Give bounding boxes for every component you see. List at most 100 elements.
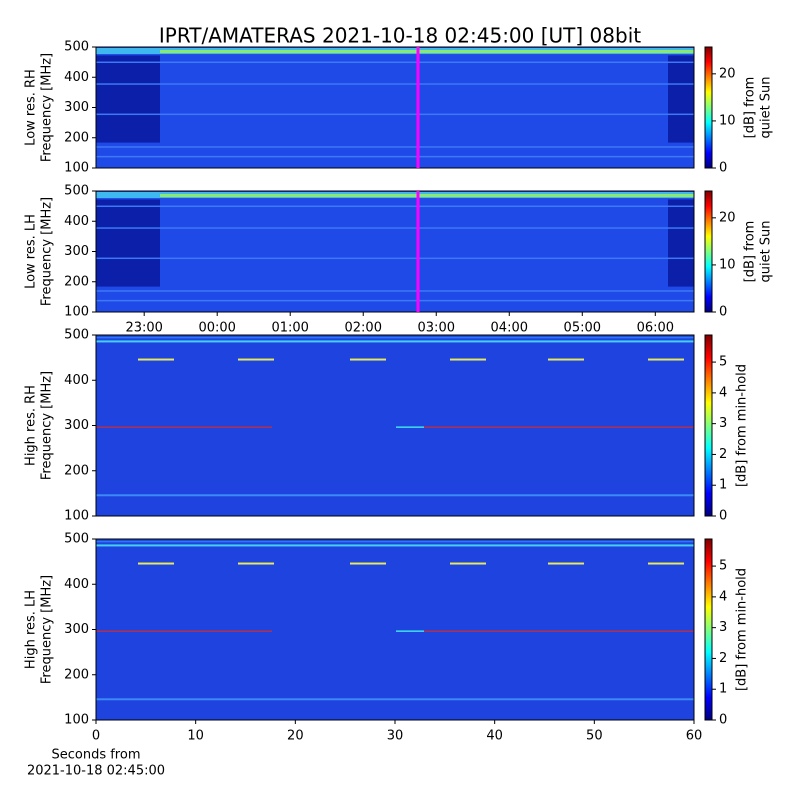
- colorbar-tick-label: 5: [719, 559, 727, 574]
- spectrum-line: [96, 227, 694, 229]
- y-tick-label: 200: [64, 130, 89, 145]
- spectrum-burst: [648, 358, 684, 361]
- spectrum-burst: [238, 358, 274, 361]
- spectrum-background: [96, 47, 694, 168]
- colorbar-tick-label: 2: [719, 651, 727, 666]
- colorbar-label: [dB] from: [743, 221, 758, 283]
- colorbar: [704, 334, 713, 517]
- spectrum-line: [96, 61, 694, 64]
- colorbar-label: quiet Sun: [759, 76, 774, 138]
- spectrum-burst: [138, 562, 174, 565]
- spectrum-region: [96, 199, 160, 287]
- x-axis-label: Seconds from: [51, 748, 140, 763]
- y-axis-label: Low res. LH: [24, 214, 39, 289]
- y-tick-label: 300: [64, 100, 89, 115]
- spectrum-band: [160, 194, 694, 198]
- y-axis-label: Frequency [MHz]: [40, 197, 55, 306]
- y-tick-label: 300: [64, 418, 89, 433]
- colorbar-tick-label: 2: [719, 447, 727, 462]
- x-tick-label: 03:00: [418, 321, 455, 336]
- colorbar: [704, 190, 713, 313]
- spectrum-line: [96, 426, 272, 428]
- spectrum-burst: [548, 358, 584, 361]
- x-tick-label: 01:00: [271, 321, 308, 336]
- colorbar-tick-label: 0: [719, 305, 727, 320]
- spectrum-line: [96, 290, 694, 292]
- spectrum-line: [96, 205, 694, 208]
- colorbar-tick-label: 0: [719, 161, 727, 176]
- spectrum-line: [96, 698, 694, 701]
- colorbar-tick-label: 1: [719, 682, 727, 697]
- colorbar-tick-label: 3: [719, 416, 727, 431]
- y-tick-label: 500: [64, 40, 89, 55]
- y-tick-label: 500: [64, 184, 89, 199]
- colorbar-tick-label: 20: [719, 66, 736, 81]
- y-tick-label: 100: [64, 161, 89, 176]
- spectrum-band: [96, 540, 694, 543]
- spectrum-burst: [450, 562, 486, 565]
- y-tick-label: 200: [64, 667, 89, 682]
- colorbar-label: [dB] from: [743, 77, 758, 139]
- y-tick-label: 400: [64, 373, 89, 388]
- x-tick-label: 05:00: [564, 321, 601, 336]
- colorbar-label: [dB] from min-hold: [735, 364, 750, 487]
- spectrum-line: [96, 113, 694, 116]
- colorbar-tick-label: 20: [719, 210, 736, 225]
- spectrum-burst: [350, 562, 386, 565]
- spectrum-band: [96, 336, 694, 339]
- spectrum-line: [96, 257, 694, 260]
- spectrum-line: [96, 146, 694, 148]
- y-tick-label: 500: [64, 532, 89, 547]
- y-axis-label: Frequency [MHz]: [40, 53, 55, 162]
- y-tick-label: 100: [64, 509, 89, 524]
- spectrum-background: [96, 191, 694, 312]
- spectrum-burst: [548, 562, 584, 565]
- spectrum-band: [96, 340, 694, 343]
- y-tick-label: 400: [64, 214, 89, 229]
- x-tick-label: 40: [486, 729, 503, 744]
- colorbar-tick-label: 0: [719, 713, 727, 728]
- spectrum-region: [668, 199, 694, 287]
- x-tick-label: 23:00: [125, 321, 162, 336]
- colorbar-tick-label: 1: [719, 478, 727, 493]
- colorbar-tick-label: 10: [719, 113, 736, 128]
- colorbar-tick-label: 5: [719, 355, 727, 370]
- y-tick-label: 200: [64, 274, 89, 289]
- x-tick-label: 02:00: [345, 321, 382, 336]
- x-tick-label: 10: [187, 729, 204, 744]
- y-tick-label: 100: [64, 713, 89, 728]
- colorbar-tick-label: 10: [719, 257, 736, 272]
- y-axis-label: High res. RH: [24, 385, 39, 466]
- spectrum-line: [96, 299, 694, 302]
- colorbar-tick-label: 4: [719, 589, 727, 604]
- spectrum-burst: [648, 562, 684, 565]
- spectrum-region: [668, 55, 694, 143]
- y-tick-label: 300: [64, 622, 89, 637]
- spectrum-band: [96, 544, 694, 547]
- figure-title: IPRT/AMATERAS 2021-10-18 02:45:00 [UT] 0…: [159, 24, 641, 48]
- y-axis-label: Frequency [MHz]: [40, 575, 55, 684]
- colorbar-label: quiet Sun: [759, 220, 774, 282]
- x-axis-label: 2021-10-18 02:45:00: [27, 764, 165, 779]
- spectrum-line: [96, 494, 694, 497]
- y-tick-label: 400: [64, 70, 89, 85]
- y-tick-label: 300: [64, 244, 89, 259]
- y-axis-label: Low res. RH: [24, 69, 39, 146]
- spectrum-band: [160, 50, 694, 54]
- y-tick-label: 500: [64, 328, 89, 343]
- spectrum-background: [96, 335, 694, 516]
- x-tick-label: 30: [387, 729, 404, 744]
- colorbar: [704, 538, 713, 721]
- colorbar-tick-label: 3: [719, 620, 727, 635]
- x-tick-label: 0: [92, 729, 100, 744]
- spectrum-burst: [138, 358, 174, 361]
- spectrum-line: [96, 155, 694, 158]
- x-tick-label: 60: [686, 729, 703, 744]
- y-axis-label: Frequency [MHz]: [40, 371, 55, 480]
- x-tick-label: 50: [586, 729, 603, 744]
- x-tick-label: 20: [287, 729, 304, 744]
- y-axis-label: High res. LH: [24, 590, 39, 669]
- spectrum-burst: [238, 562, 274, 565]
- spectrum-line: [424, 426, 694, 428]
